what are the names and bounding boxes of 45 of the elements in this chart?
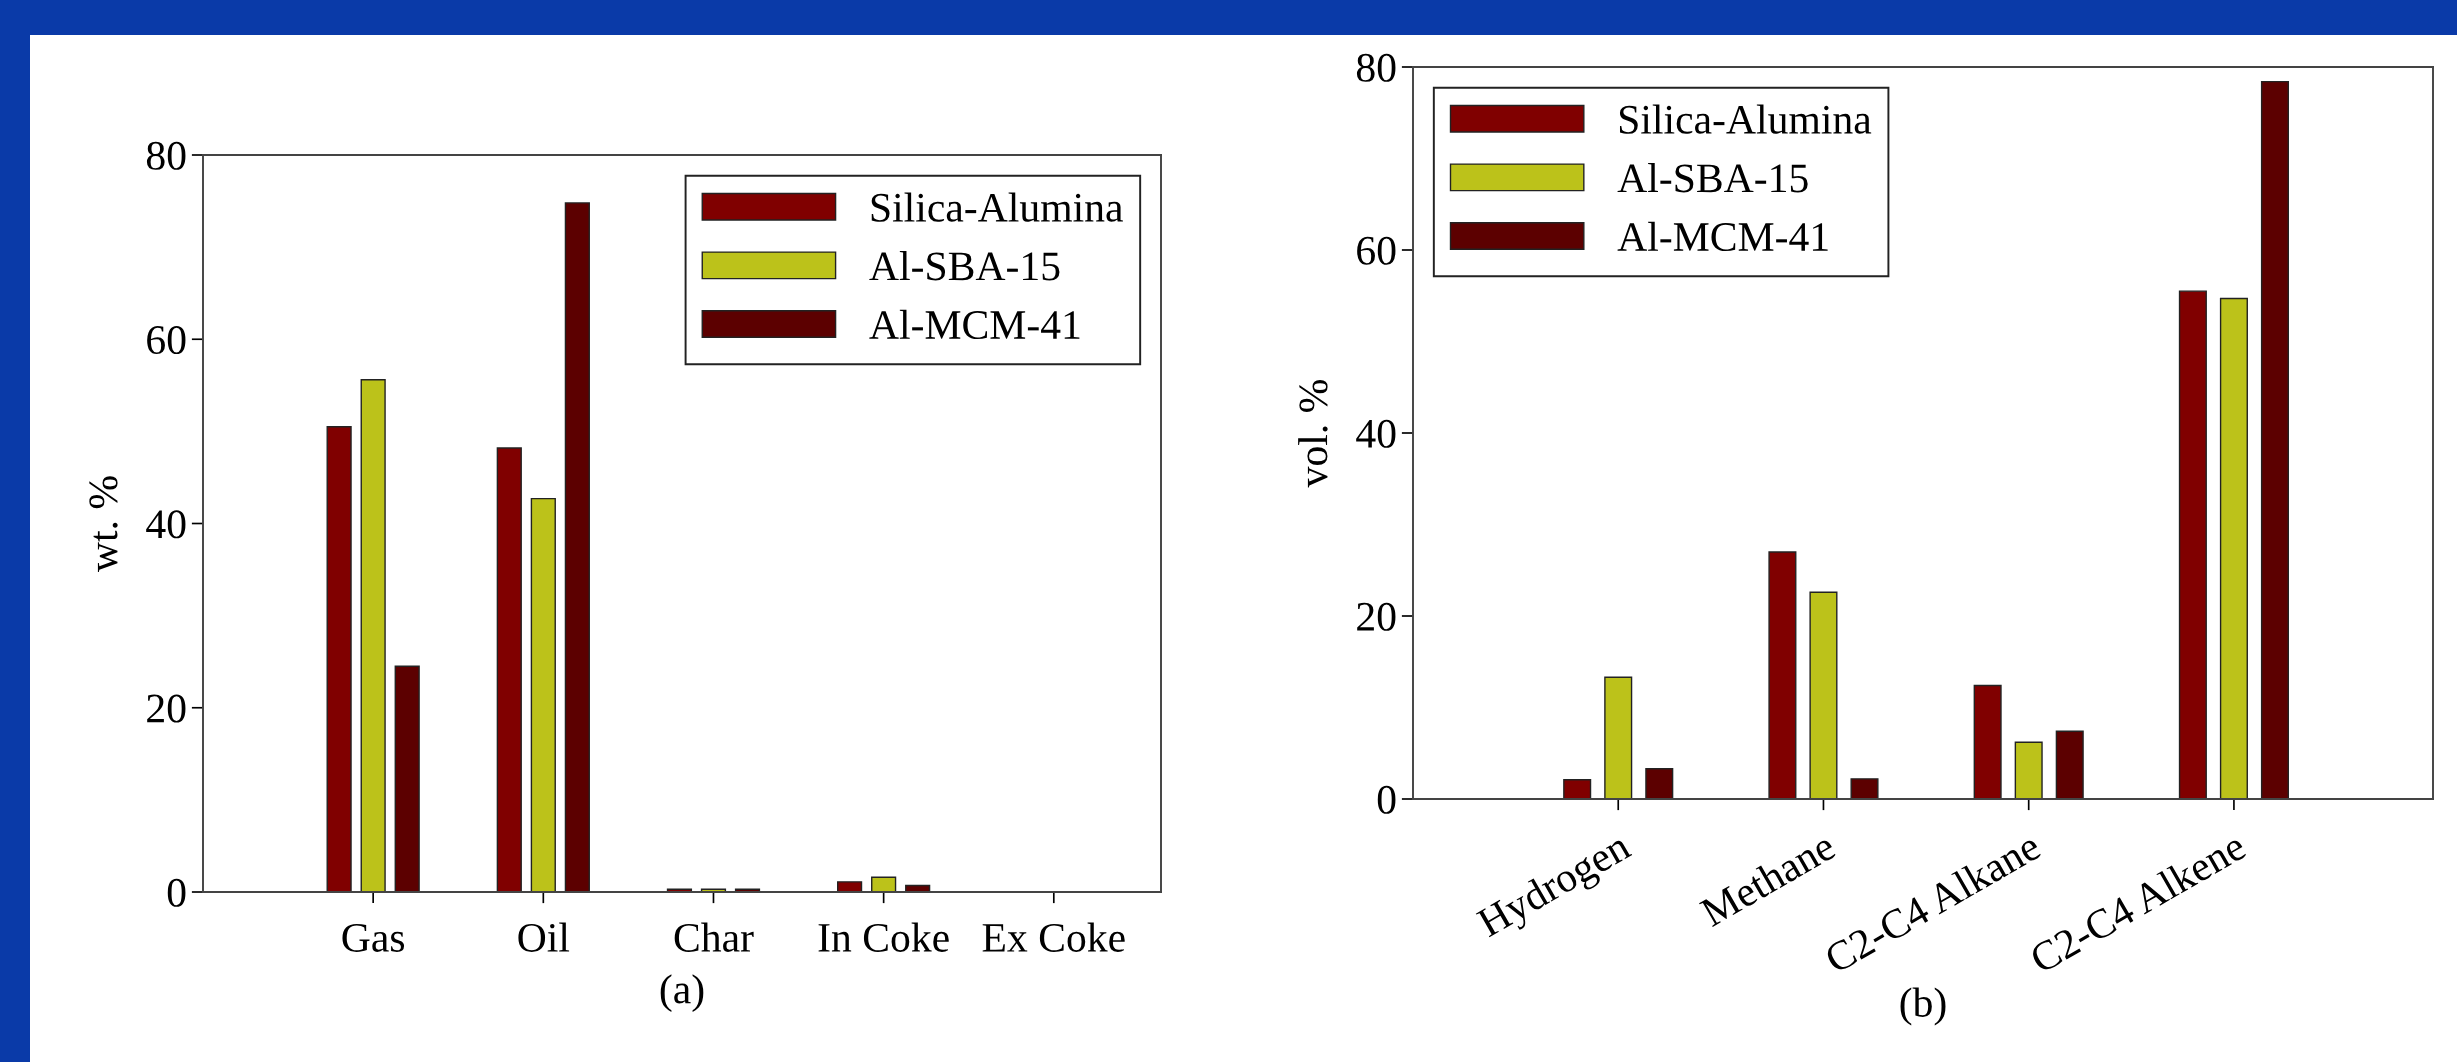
bar: [1850, 778, 1879, 799]
y-tick-label: 40: [146, 510, 186, 539]
legend-label: Al-MCM-41: [869, 309, 1080, 340]
y-tick-label: 0: [1377, 785, 1396, 814]
bar: [1809, 591, 1838, 799]
y-tick-label: 60: [1357, 236, 1396, 265]
bar: [496, 447, 522, 892]
x-axis-title: (a): [660, 974, 704, 1013]
y-tick-label: 20: [1357, 602, 1396, 631]
bar: [871, 876, 897, 892]
bar: [2260, 80, 2290, 799]
bar: [837, 881, 863, 892]
legend-label: Al-SBA-15: [869, 251, 1060, 281]
x-tick-label: Char: [674, 922, 754, 952]
bar: [1604, 676, 1633, 799]
y-tick-label: 40: [1356, 419, 1396, 448]
bar: [2014, 741, 2043, 799]
bar: [1768, 551, 1797, 799]
legend-label: Silica-Alumina: [1619, 104, 1872, 134]
y-tick-label: 20: [147, 694, 186, 723]
x-tick-label: Gas: [342, 923, 405, 952]
bar: [360, 379, 386, 892]
y-tick-label: 0: [167, 878, 186, 907]
bar: [530, 497, 556, 892]
legend-label: Silica-Alumina: [871, 192, 1123, 222]
legend-label: Al-MCM-41: [1617, 221, 1828, 252]
y-tick-label: 80: [146, 141, 186, 170]
x-axis-title: (b): [1900, 987, 1946, 1026]
y-axis-title: wt. %: [89, 476, 118, 573]
bar: [2178, 290, 2207, 799]
x-tick-label: Oil: [518, 922, 570, 952]
bar: [1973, 684, 2002, 799]
y-tick-label: 80: [1356, 53, 1396, 82]
bar: [1645, 768, 1674, 799]
bar: [564, 202, 590, 892]
bar: [326, 426, 352, 892]
x-tick-label: In Coke: [818, 922, 949, 952]
bar: [2219, 297, 2248, 799]
legend-label: Al-SBA-15: [1617, 163, 1808, 193]
y-tick-label: 60: [147, 326, 186, 355]
y-axis-title: vol. %: [1298, 380, 1328, 488]
bar: [2055, 730, 2084, 799]
x-tick-label: Ex Coke: [982, 922, 1125, 952]
bar: [1563, 779, 1592, 799]
bar: [394, 665, 420, 892]
